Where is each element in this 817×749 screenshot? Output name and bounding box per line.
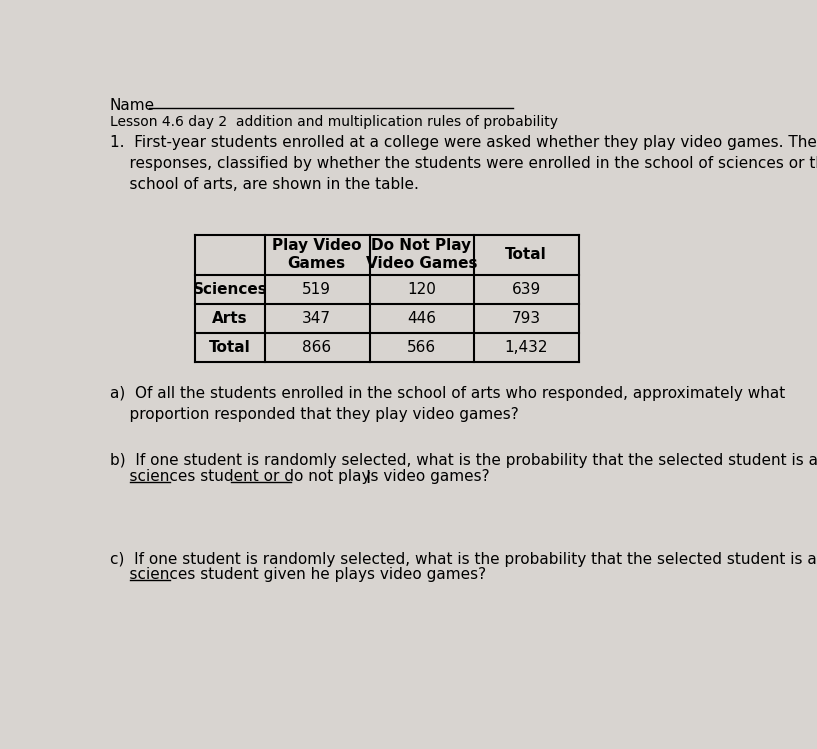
Text: 793: 793 (511, 311, 541, 326)
Text: 866: 866 (302, 340, 332, 355)
Text: Play Video
Games: Play Video Games (272, 238, 362, 271)
Text: 1.  First-year students enrolled at a college were asked whether they play video: 1. First-year students enrolled at a col… (109, 135, 817, 192)
Text: Do Not Play
Video Games: Do Not Play Video Games (366, 238, 477, 271)
Text: 519: 519 (302, 282, 332, 297)
Text: 347: 347 (302, 311, 332, 326)
Text: b)  If one student is randomly selected, what is the probability that the select: b) If one student is randomly selected, … (109, 453, 817, 468)
Text: c)  If one student is randomly selected, what is the probability that the select: c) If one student is randomly selected, … (109, 552, 816, 567)
Text: I: I (365, 469, 370, 487)
Text: Total: Total (505, 247, 547, 262)
Text: sciences student given he plays video games?: sciences student given he plays video ga… (109, 567, 486, 582)
Text: 566: 566 (407, 340, 436, 355)
Text: Total: Total (209, 340, 251, 355)
Text: sciences student or do not plays video games?: sciences student or do not plays video g… (109, 469, 489, 484)
Text: Arts: Arts (212, 311, 248, 326)
Text: Sciences: Sciences (193, 282, 267, 297)
Text: 639: 639 (511, 282, 541, 297)
Text: 1,432: 1,432 (504, 340, 548, 355)
Text: Lesson 4.6 day 2  addition and multiplication rules of probability: Lesson 4.6 day 2 addition and multiplica… (109, 115, 558, 129)
Text: a)  Of all the students enrolled in the school of arts who responded, approximat: a) Of all the students enrolled in the s… (109, 386, 785, 422)
Text: 446: 446 (407, 311, 436, 326)
Text: 120: 120 (407, 282, 435, 297)
Text: Name: Name (109, 97, 155, 112)
